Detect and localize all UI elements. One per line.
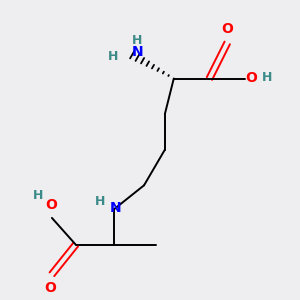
Text: N: N (110, 200, 122, 214)
Text: H: H (33, 189, 44, 202)
Text: H: H (131, 34, 142, 47)
Text: O: O (45, 198, 57, 212)
Text: H: H (262, 71, 272, 84)
Text: O: O (245, 71, 257, 85)
Text: O: O (221, 22, 233, 35)
Text: H: H (107, 50, 118, 63)
Text: H: H (95, 195, 105, 208)
Text: N: N (132, 45, 143, 59)
Text: O: O (44, 281, 56, 295)
